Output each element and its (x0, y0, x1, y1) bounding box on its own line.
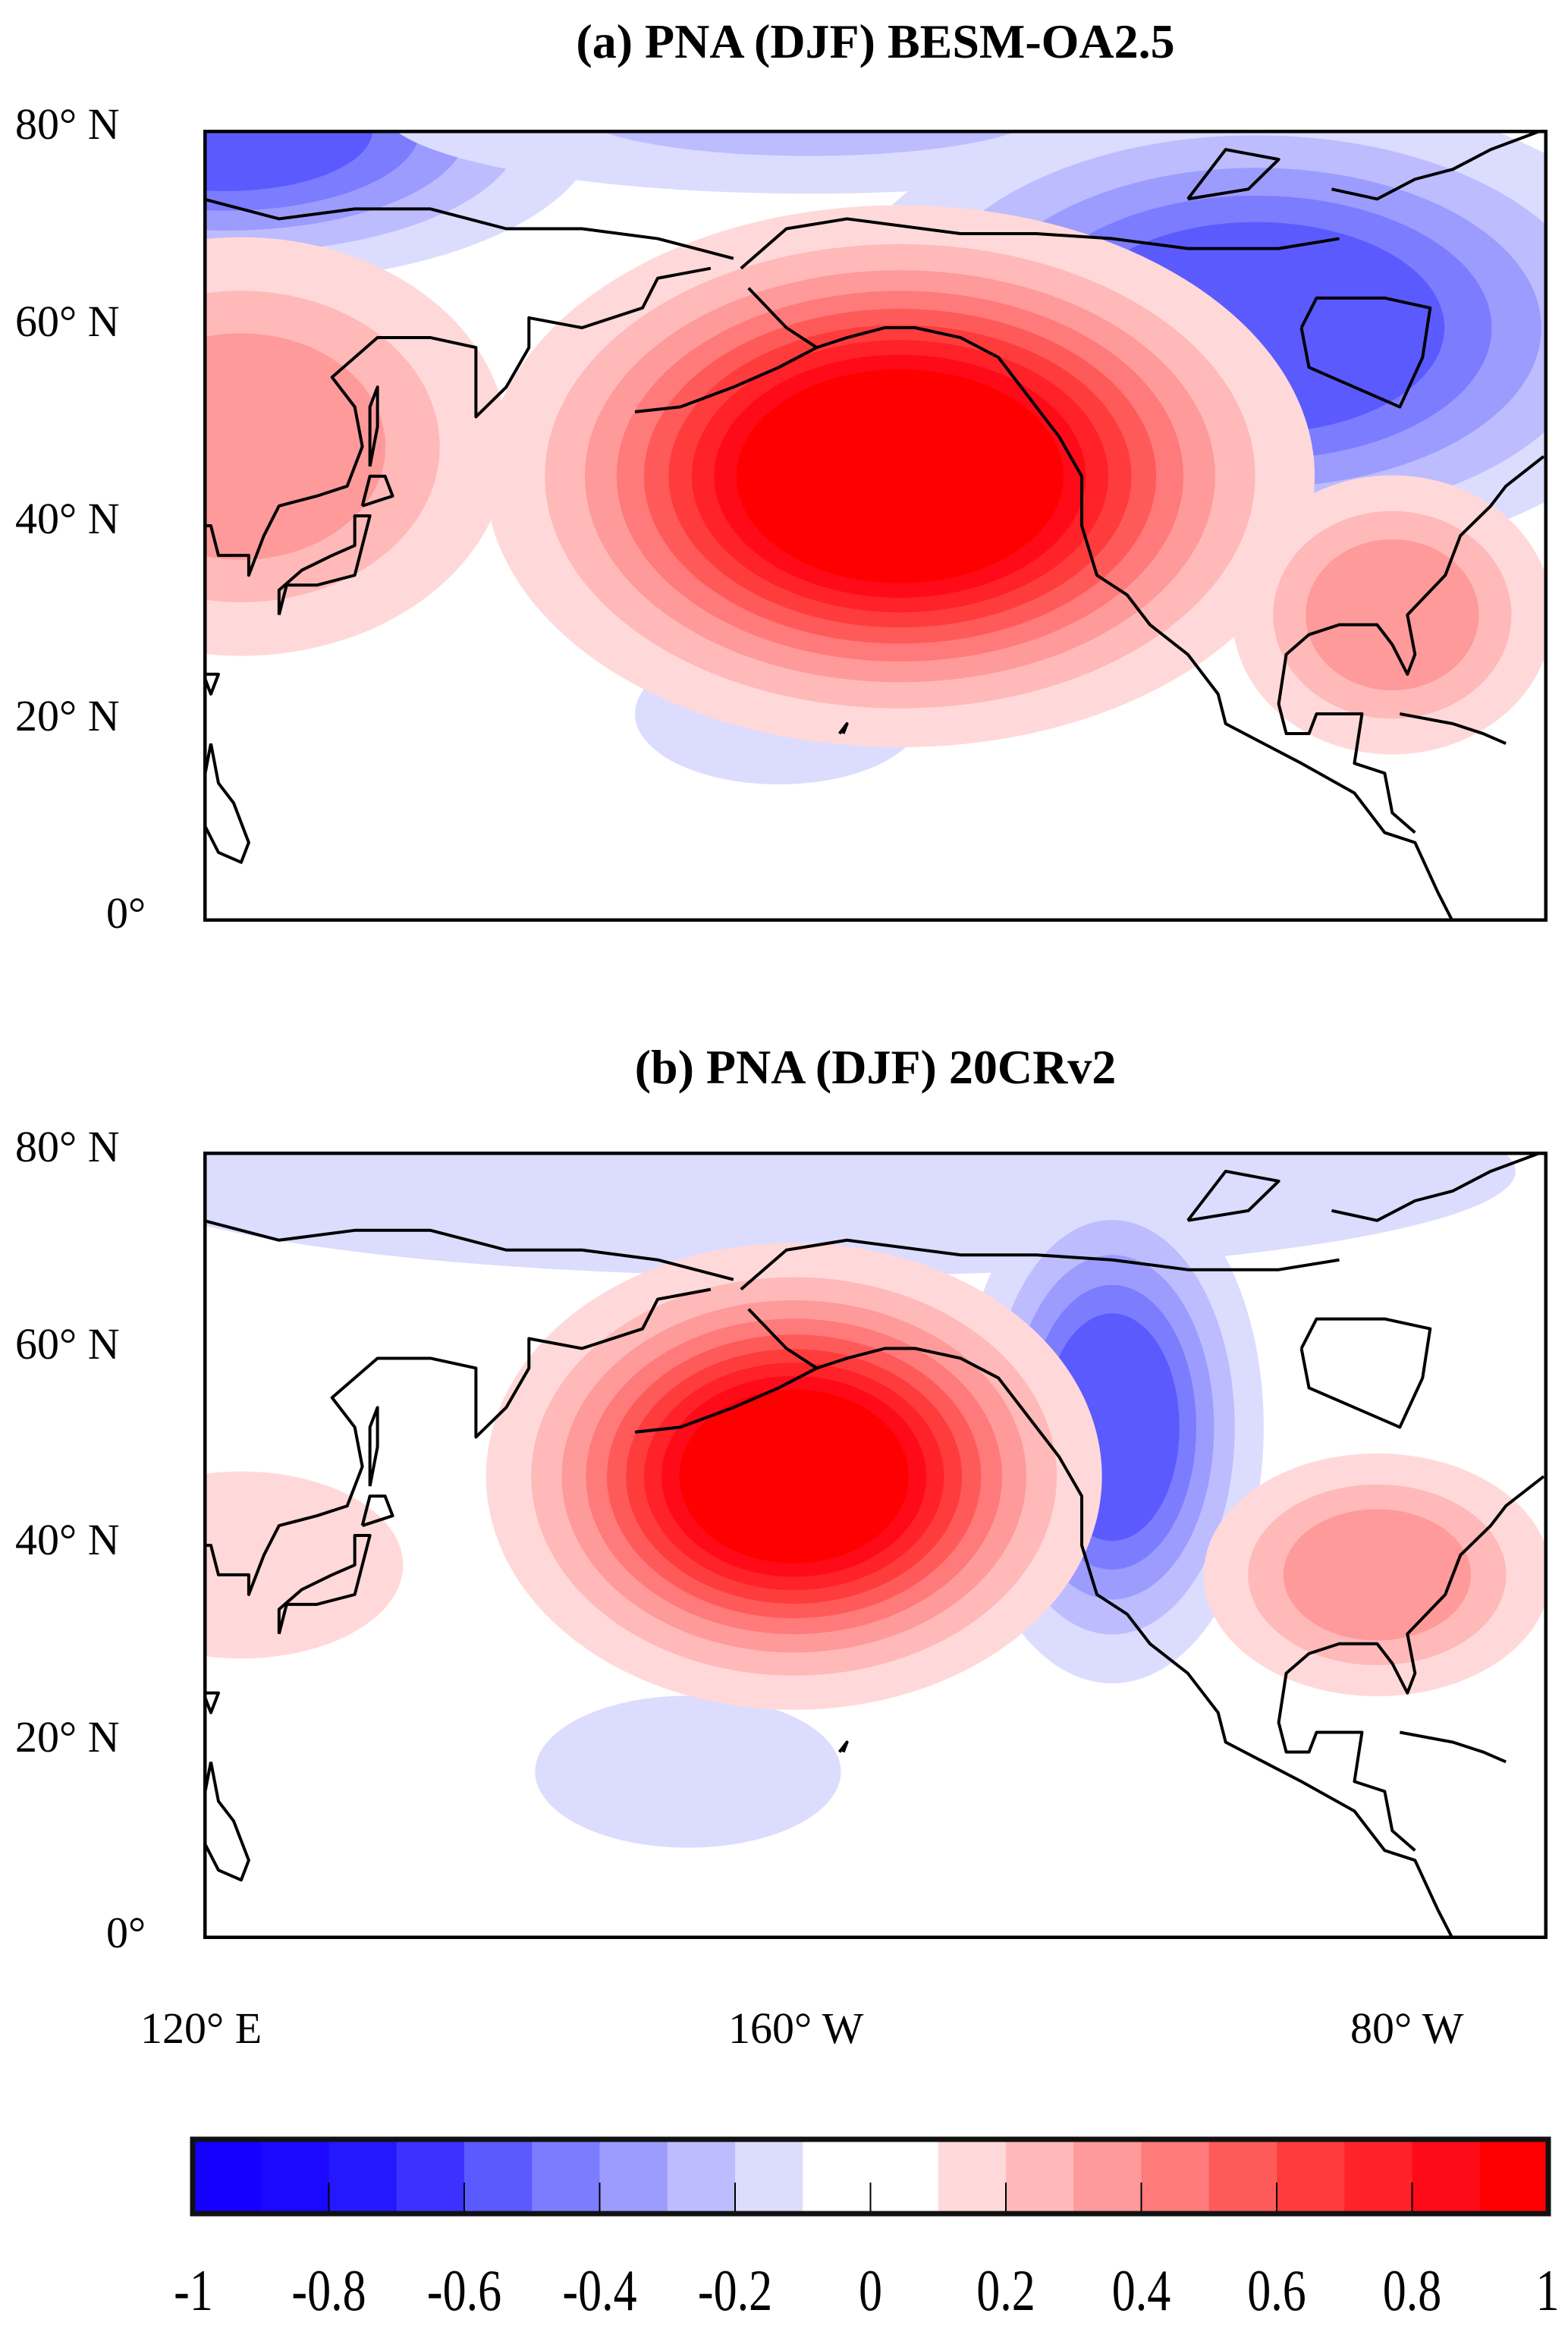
panel-a-map (203, 130, 1548, 922)
colorbar-bin (1208, 2142, 1277, 2211)
coastline (837, 1740, 849, 1753)
coastline (837, 722, 849, 735)
coastline (203, 672, 220, 696)
coastline (740, 217, 1340, 270)
colorbar-bin (599, 2142, 668, 2211)
colorbar-tick-label: 0 (859, 2258, 882, 2324)
coastline (1331, 1152, 1544, 1222)
colorbar-bin (803, 2142, 871, 2211)
coastline (203, 1691, 220, 1714)
panel-b-ytick: 0° (106, 1908, 146, 1957)
coastline (203, 266, 712, 577)
colorbar-tick-label: -0.2 (697, 2258, 773, 2324)
coastline (203, 1762, 250, 1882)
coastline (1399, 1730, 1507, 1764)
coastline (1186, 148, 1280, 201)
xtick-label: 120° E (140, 2004, 262, 2053)
coastline (203, 1218, 734, 1281)
map-frame (203, 130, 1548, 922)
colorbar-bin (193, 2142, 262, 2211)
panel-a-ytick: 60° N (15, 297, 120, 346)
coastline (740, 1238, 1340, 1291)
coastline (360, 474, 394, 508)
coastline (368, 1406, 379, 1487)
coastline (634, 1366, 818, 1434)
colorbar-bin (667, 2142, 736, 2211)
colorbar-tick-label: 0.2 (976, 2258, 1035, 2324)
colorbar-tick-label: 0.6 (1247, 2258, 1306, 2324)
coastline (747, 287, 1454, 922)
coastline (1299, 296, 1432, 409)
coastline (277, 1534, 372, 1635)
panel-b-ytick: 60° N (15, 1319, 120, 1369)
colorbar-tick-label: 0.4 (1111, 2258, 1171, 2324)
coastline (277, 514, 372, 615)
colorbar (190, 2136, 1551, 2217)
colorbar-bin (1412, 2142, 1481, 2211)
colorbar-bin (735, 2142, 803, 2211)
coastline (203, 197, 734, 260)
colorbar-bin (870, 2142, 939, 2211)
panel-a-ytick: 20° N (15, 691, 120, 740)
contour-fill-level (1283, 1509, 1472, 1641)
contour-fill-level (759, 384, 1042, 569)
colorbar-bin (1006, 2142, 1074, 2211)
colorbar-tick-label: -0.4 (562, 2258, 637, 2324)
panel-a-title: (a) PNA (DJF) BESM-OA2.5 (576, 14, 1175, 68)
coastline (1399, 712, 1507, 745)
contour-fill-level (203, 1471, 404, 1659)
contour-fill-level (535, 1696, 841, 1848)
xtick-label: 160° W (728, 2004, 864, 2053)
contour-fill-level (597, 130, 1021, 156)
panel-b-map (203, 1152, 1548, 1939)
colorbar-bin (1073, 2142, 1142, 2211)
xtick-label: 80° W (1350, 2004, 1464, 2053)
coastline (368, 385, 379, 467)
colorbar-tick-label: -0.6 (426, 2258, 502, 2324)
contour-fill-level (203, 130, 373, 191)
colorbar-tick-label: 1 (1535, 2258, 1560, 2324)
colorbar-tick-label: -0.8 (291, 2258, 366, 2324)
coastline (634, 346, 818, 413)
colorbar-bin (396, 2142, 465, 2211)
contour-fill-level (1306, 539, 1479, 690)
colorbar-bin (532, 2142, 600, 2211)
coastline (1299, 1317, 1432, 1429)
colorbar-bin (1141, 2142, 1210, 2211)
coastline (1277, 455, 1545, 834)
colorbar-bin (1479, 2142, 1548, 2211)
coastline (203, 743, 250, 864)
colorbar-bin (1344, 2142, 1412, 2211)
panel-a-ytick: 80° N (15, 99, 120, 149)
colorbar-bin (261, 2142, 329, 2211)
colorbar-bin (464, 2142, 533, 2211)
coastline (360, 1494, 394, 1527)
panel-a-ytick: 40° N (15, 494, 120, 543)
panel-a-ytick: 0° (106, 888, 146, 938)
contour-fill-level (679, 1389, 909, 1564)
colorbar-bin (328, 2142, 397, 2211)
coastline (203, 1287, 712, 1596)
coastline (1186, 1169, 1280, 1222)
colorbar-bin (938, 2142, 1007, 2211)
map-frame (203, 1152, 1548, 1939)
coastline (747, 1308, 1454, 1939)
colorbar-tick-label: -1 (174, 2258, 213, 2324)
panel-b-ytick: 80° N (15, 1122, 120, 1171)
coastline (1277, 1475, 1545, 1852)
colorbar-bin (1277, 2142, 1345, 2211)
panel-b-ytick: 40° N (15, 1515, 120, 1564)
colorbar-tick-label: 0.8 (1382, 2258, 1442, 2324)
panel-b-title: (b) PNA (DJF) 20CRv2 (634, 1040, 1117, 1094)
coastline (1331, 130, 1544, 201)
panel-b-ytick: 20° N (15, 1712, 120, 1762)
